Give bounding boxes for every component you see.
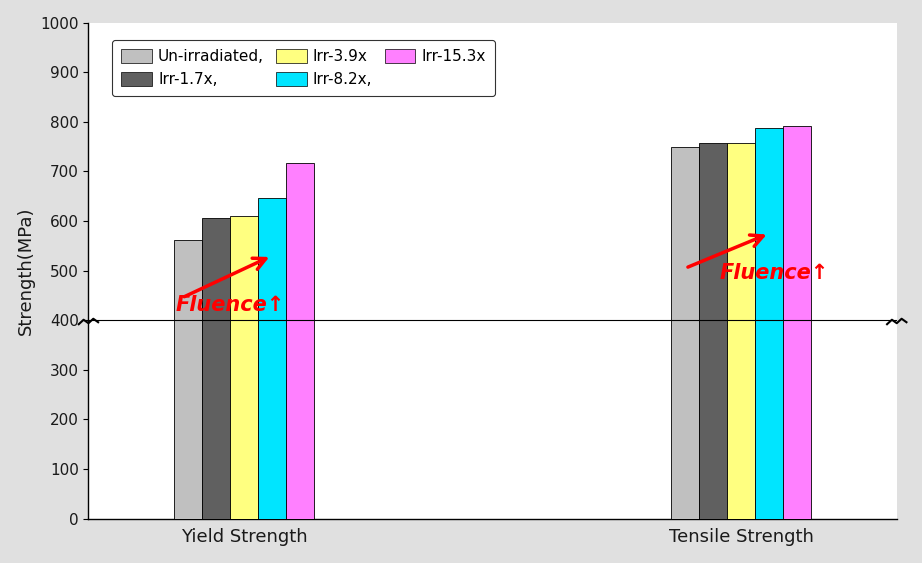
Bar: [174, 240, 202, 519]
Text: Fluence↑: Fluence↑: [175, 296, 285, 315]
Bar: [202, 217, 230, 519]
Bar: [700, 142, 727, 519]
Bar: [784, 126, 811, 519]
Legend: Un-irradiated,, Irr-1.7x,, Irr-3.9x, Irr-8.2x,, Irr-15.3x: Un-irradiated,, Irr-1.7x,, Irr-3.9x, Irr…: [112, 40, 495, 96]
Bar: [286, 163, 313, 519]
Bar: [671, 146, 700, 519]
Bar: [755, 128, 784, 519]
Y-axis label: Strength(MPa): Strength(MPa): [17, 207, 35, 335]
Bar: [727, 142, 755, 519]
Bar: [230, 216, 258, 519]
Text: Fluence↑: Fluence↑: [719, 263, 829, 283]
Bar: [258, 198, 286, 519]
